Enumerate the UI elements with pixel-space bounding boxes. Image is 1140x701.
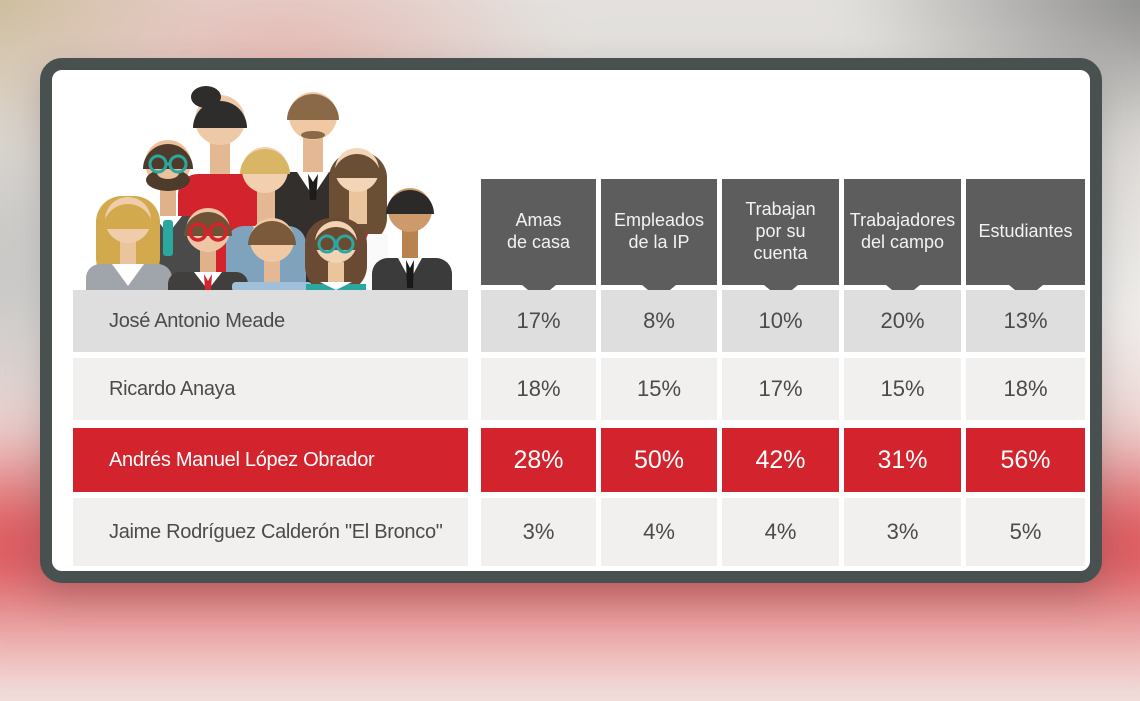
value-cell: 13% [966,290,1085,352]
candidate-name: José Antonio Meade [73,290,468,352]
value-cell: 15% [601,358,717,420]
candidate-name: Jaime Rodríguez Calderón "El Bronco" [73,498,468,566]
value-cell: 17% [481,290,596,352]
person-avatar [232,218,312,290]
column-header-estudiantes: Estudiantes [966,179,1085,285]
value-cell: 28% [481,428,596,492]
value-cell: 56% [966,428,1085,492]
people-illustration-icon [86,86,452,290]
table-row-bronco: Jaime Rodríguez Calderón "El Bronco" 3% … [73,498,1085,566]
table-row-meade: José Antonio Meade 17% 8% 10% 20% 13% [73,290,1085,352]
candidate-name: Ricardo Anaya [73,358,468,420]
column-header-empleados-ip: Empleados de la IP [601,179,717,285]
infographic-canvas: Amas de casa Empleados de la IP Trabajan… [52,70,1090,571]
column-header-amas-de-casa: Amas de casa [481,179,596,285]
person-avatar [305,218,367,290]
candidate-name: Andrés Manuel López Obrador [73,428,468,492]
value-cell: 15% [844,358,961,420]
infographic-panel: Amas de casa Empleados de la IP Trabajan… [40,58,1102,583]
column-header-trabajan-cuenta: Trabajan por su cuenta [722,179,839,285]
value-cell: 18% [966,358,1085,420]
value-cell: 4% [601,498,717,566]
value-cell: 50% [601,428,717,492]
value-cell: 31% [844,428,961,492]
value-cell: 5% [966,498,1085,566]
column-header-trabajadores-campo: Trabajadores del campo [844,179,961,285]
value-cell: 18% [481,358,596,420]
value-cell: 42% [722,428,839,492]
value-cell: 4% [722,498,839,566]
table-row-anaya: Ricardo Anaya 18% 15% 17% 15% 18% [73,358,1085,420]
value-cell: 3% [844,498,961,566]
value-cell: 17% [722,358,839,420]
value-cell: 8% [601,290,717,352]
value-cell: 20% [844,290,961,352]
person-avatar [372,188,452,290]
person-avatar [86,196,172,290]
value-cell: 3% [481,498,596,566]
person-avatar [168,208,248,290]
value-cell: 10% [722,290,839,352]
table-row-amlo-highlighted: Andrés Manuel López Obrador 28% 50% 42% … [73,428,1085,492]
